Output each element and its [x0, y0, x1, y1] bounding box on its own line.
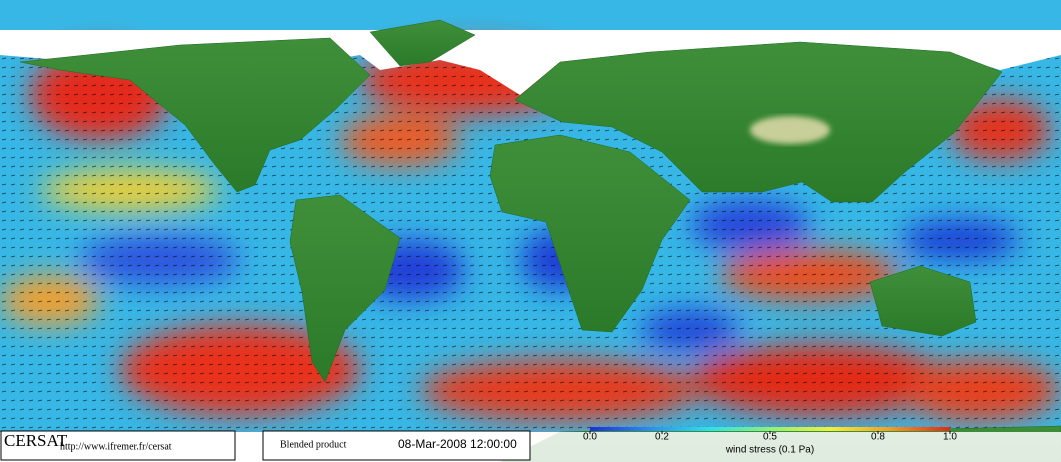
colorbar-tick-label: 1.0	[943, 432, 957, 443]
colorbar-label: wind stress (0.1 Pa)	[725, 445, 814, 456]
logo: CERSAT	[4, 431, 68, 450]
colorbar	[590, 427, 950, 431]
product: Blended product	[280, 439, 347, 450]
colorbar-tick-label: 0.5	[763, 432, 777, 443]
plateau	[750, 116, 830, 144]
colorbar-tick-label: 0.0	[583, 432, 597, 443]
date: 08-Mar-2008 12:00:00	[398, 437, 517, 451]
info-box	[262, 430, 531, 461]
url: http://www.ifremer.fr/cersat	[60, 441, 172, 452]
colorbar-tick-label: 0.2	[655, 432, 669, 443]
colorbar-tick-label: 0.8	[871, 432, 885, 443]
logo-box	[0, 430, 236, 461]
